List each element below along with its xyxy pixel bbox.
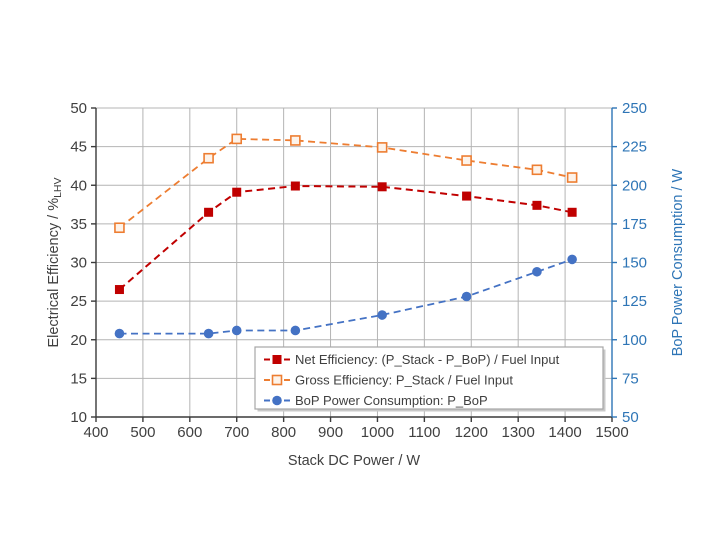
y-right-tick-label: 175 <box>622 216 647 233</box>
data-point <box>203 152 214 164</box>
x-tick-label: 700 <box>224 424 249 441</box>
data-point <box>271 374 283 386</box>
legend-item: BoP Power Consumption: P_BoP <box>264 393 488 408</box>
data-point <box>290 181 300 191</box>
data-point <box>376 142 388 153</box>
data-point <box>204 207 214 217</box>
y-right-tick-label: 225 <box>622 139 647 156</box>
y-axis-right: 50 75 100 125 150 175 200 225 250 <box>612 100 647 426</box>
data-point <box>114 285 124 295</box>
series-line <box>118 184 573 291</box>
legend-label: BoP Power Consumption: P_BoP <box>295 393 488 408</box>
legend-item: Net Efficiency: (P_Stack - P_BoP) / Fuel… <box>264 352 560 367</box>
y-right-tick-label: 100 <box>622 332 647 349</box>
x-tick-label: 1200 <box>455 424 488 441</box>
y-left-tick-label: 20 <box>70 332 87 349</box>
y-left-tick-label: 35 <box>70 216 87 233</box>
x-tick-label: 1300 <box>501 424 534 441</box>
x-axis: 400 500 600 700 800 900 1000 1100 1200 1300 1400 15… <box>83 417 629 441</box>
data-point <box>532 200 542 210</box>
y-right-tick-label: 150 <box>622 255 647 272</box>
x-tick-label: 500 <box>130 424 155 441</box>
y-left-tick-label: 50 <box>70 100 87 117</box>
y-left-tick-label: 25 <box>70 293 87 310</box>
y-right-tick-label: 250 <box>622 100 647 117</box>
legend-item: Gross Efficiency: P_Stack / Fuel Input <box>264 373 513 388</box>
x-tick-label: 400 <box>83 424 108 441</box>
series-gross-efficiency <box>114 133 578 234</box>
y-left-tick-label: 10 <box>70 409 87 426</box>
y-right-tick-label: 125 <box>622 293 647 310</box>
data-point <box>377 310 387 320</box>
x-axis-title: Stack DC Power / W <box>288 453 420 469</box>
data-point <box>377 182 387 192</box>
data-point <box>461 155 472 166</box>
data-point <box>231 133 243 145</box>
y-right-tick-label: 75 <box>622 370 639 387</box>
data-point <box>567 254 577 265</box>
data-point <box>272 355 282 364</box>
x-tick-label: 1000 <box>361 424 394 441</box>
x-tick-label: 900 <box>318 424 343 441</box>
y-left-tick-label: 15 <box>70 370 87 387</box>
y-right-tick-label: 200 <box>622 177 647 194</box>
data-point <box>232 187 242 197</box>
data-point <box>114 328 125 339</box>
data-point <box>231 325 242 336</box>
legend: Net Efficiency: (P_Stack - P_BoP) / Fuel… <box>254 346 606 412</box>
y-right-tick-label: 50 <box>622 409 639 426</box>
data-point <box>290 325 301 336</box>
y-axis-right-title: BoP Power Consumption / W <box>670 168 686 356</box>
series-bop-power <box>114 254 577 339</box>
x-tick-label: 600 <box>177 424 202 441</box>
x-tick-label: 800 <box>271 424 296 441</box>
y-axis-left: 10 15 20 25 30 35 40 45 50 <box>70 100 96 426</box>
legend-label: Net Efficiency: (P_Stack - P_BoP) / Fuel… <box>295 352 560 367</box>
data-point <box>531 164 543 176</box>
data-point <box>462 191 472 201</box>
data-point <box>566 172 578 183</box>
y-left-tick-label: 30 <box>70 255 87 272</box>
data-point <box>532 266 542 277</box>
y-axis-left-title: Electrical Efficiency / %LHV <box>46 177 64 347</box>
y-left-tick-label: 45 <box>70 139 87 156</box>
data-point <box>290 135 301 146</box>
data-point <box>567 207 577 217</box>
x-tick-label: 1500 <box>595 424 628 441</box>
data-point <box>114 222 125 234</box>
y-left-tick-label: 40 <box>70 177 87 194</box>
series-net-efficiency <box>114 181 577 295</box>
x-tick-label: 1100 <box>408 424 440 441</box>
data-point <box>461 291 472 302</box>
legend-label: Gross Efficiency: P_Stack / Fuel Input <box>295 373 513 388</box>
plot-gridlines <box>96 107 612 417</box>
x-tick-label: 1400 <box>548 424 581 441</box>
data-point <box>203 328 214 339</box>
legend-box <box>254 346 604 410</box>
data-point <box>272 395 282 406</box>
